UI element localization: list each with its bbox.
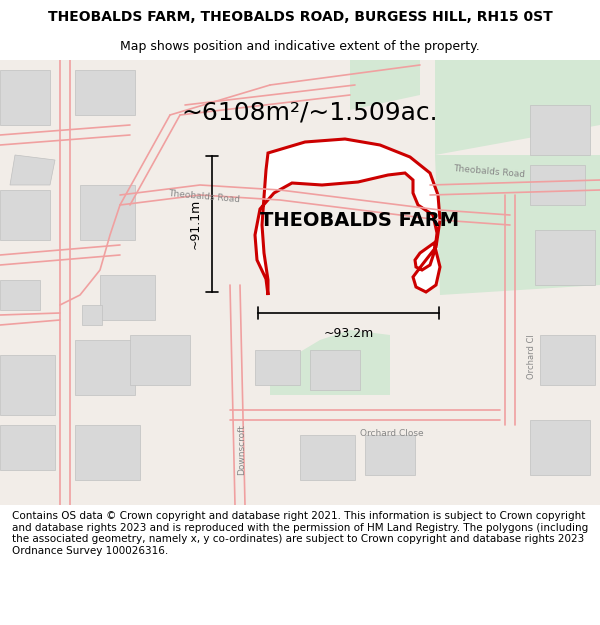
- Bar: [0, 70, 50, 125]
- Bar: [75, 340, 135, 395]
- Bar: [300, 435, 355, 480]
- Text: ~93.2m: ~93.2m: [323, 327, 374, 340]
- Polygon shape: [350, 60, 420, 110]
- Bar: [365, 435, 415, 475]
- Bar: [75, 425, 140, 480]
- Bar: [255, 350, 300, 385]
- Text: Map shows position and indicative extent of the property.: Map shows position and indicative extent…: [120, 40, 480, 53]
- Bar: [100, 275, 155, 320]
- Bar: [540, 335, 595, 385]
- Bar: [0, 425, 55, 470]
- Bar: [130, 335, 190, 385]
- Bar: [0, 190, 50, 240]
- Text: Downscroft: Downscroft: [237, 424, 246, 476]
- Text: Orchard Close: Orchard Close: [360, 429, 424, 438]
- Text: Orchard Cl: Orchard Cl: [527, 334, 536, 379]
- Bar: [530, 105, 590, 155]
- Bar: [0, 280, 40, 310]
- Polygon shape: [10, 155, 55, 185]
- Text: THEOBALDS FARM: THEOBALDS FARM: [260, 211, 460, 229]
- Text: THEOBALDS FARM, THEOBALDS ROAD, BURGESS HILL, RH15 0ST: THEOBALDS FARM, THEOBALDS ROAD, BURGESS …: [47, 10, 553, 24]
- Text: Theobalds Road: Theobalds Road: [453, 164, 526, 179]
- Polygon shape: [270, 330, 390, 395]
- Bar: [530, 420, 590, 475]
- Polygon shape: [435, 155, 600, 295]
- Polygon shape: [435, 60, 600, 155]
- Bar: [82, 305, 102, 325]
- Bar: [535, 230, 595, 285]
- Bar: [530, 165, 585, 205]
- Bar: [75, 70, 135, 115]
- Bar: [0, 355, 55, 415]
- Text: ~6108m²/~1.509ac.: ~6108m²/~1.509ac.: [182, 101, 439, 125]
- Text: Theobalds Road: Theobalds Road: [168, 189, 241, 204]
- Bar: [80, 185, 135, 240]
- Text: ~91.1m: ~91.1m: [189, 199, 202, 249]
- Text: Contains OS data © Crown copyright and database right 2021. This information is : Contains OS data © Crown copyright and d…: [12, 511, 588, 556]
- Polygon shape: [255, 139, 440, 295]
- Bar: [310, 350, 360, 390]
